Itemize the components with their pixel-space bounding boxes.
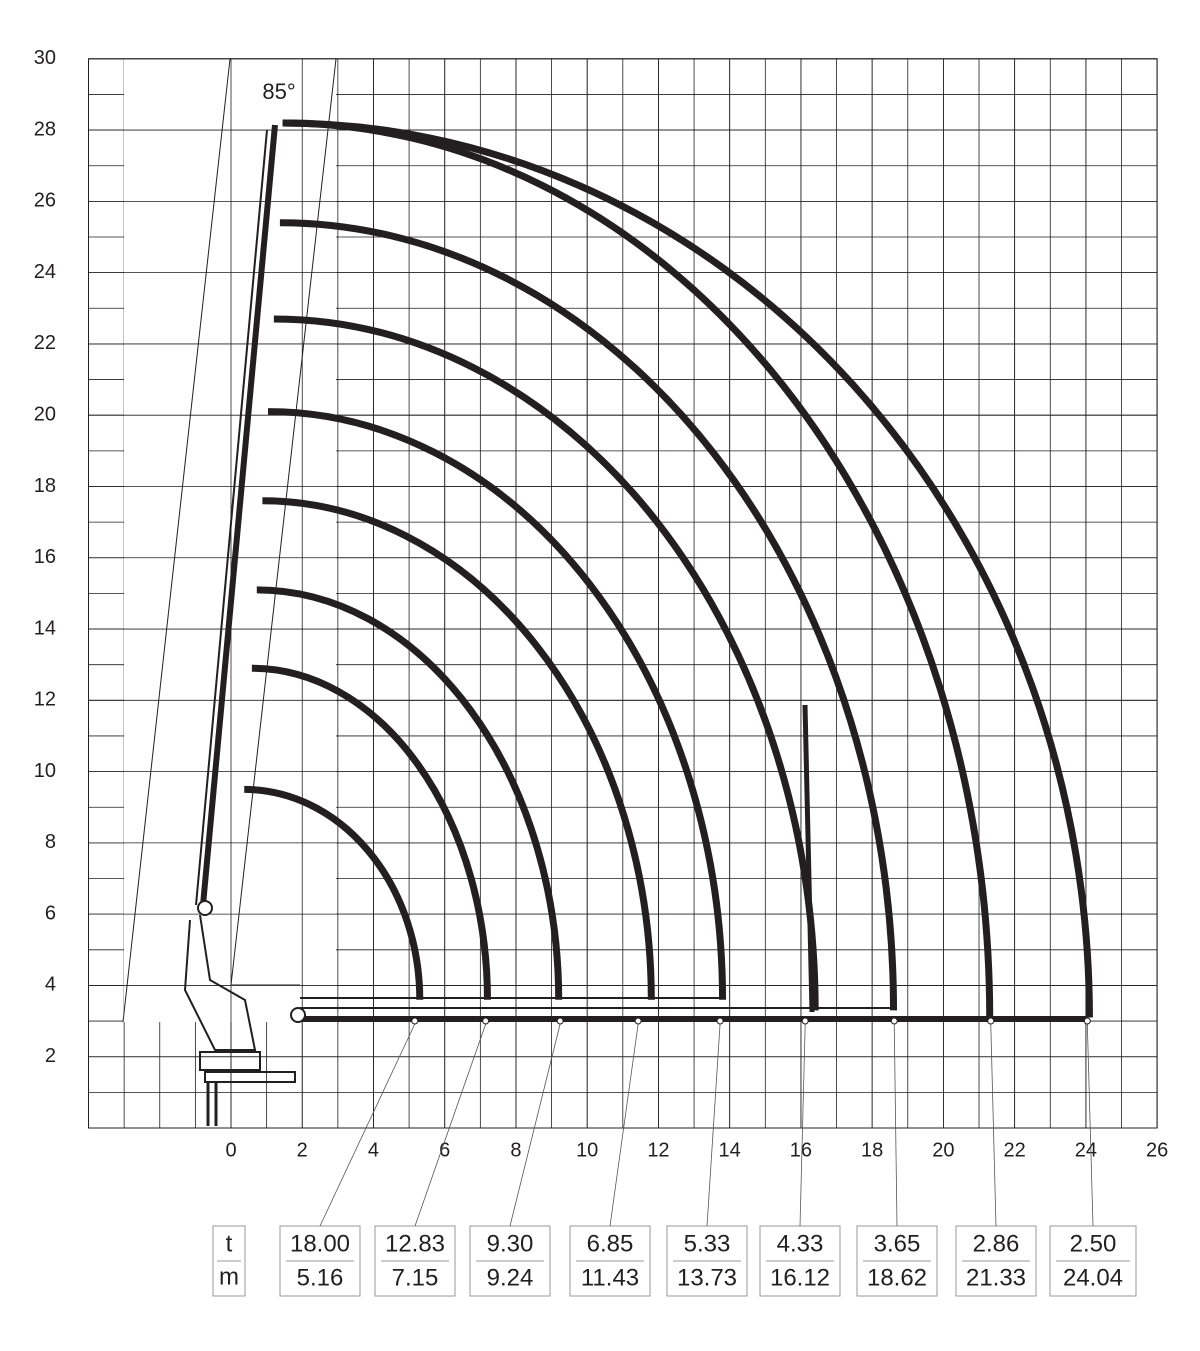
leader-line — [799, 1023, 806, 1227]
range-arc — [256, 586, 563, 1000]
range-arc — [282, 119, 1093, 1018]
radius-point — [1083, 1017, 1091, 1025]
radius-value: 11.43 — [581, 1264, 639, 1291]
x-tick-label: 8 — [510, 1139, 521, 1161]
boom-vertical — [200, 124, 278, 906]
radius-value: 13.73 — [677, 1264, 737, 1291]
radius-point — [987, 1017, 995, 1025]
load-value: 2.50 — [1070, 1230, 1117, 1257]
leader-line — [893, 1023, 898, 1227]
load-value: 18.00 — [290, 1230, 350, 1257]
y-tick-label: 20 — [34, 403, 56, 425]
leader-line — [609, 1023, 639, 1227]
range-arc — [262, 497, 655, 1000]
radius-point — [556, 1017, 564, 1025]
range-arc — [244, 785, 424, 1000]
x-tick-label: 0 — [225, 1139, 236, 1161]
x-tick-label: 16 — [790, 1139, 812, 1161]
x-tick-label: 20 — [932, 1139, 954, 1161]
load-value: 12.83 — [385, 1230, 445, 1257]
radius-point — [801, 1017, 809, 1025]
y-tick-label: 18 — [34, 475, 56, 497]
load-value: 3.65 — [874, 1230, 921, 1257]
load-value: 4.33 — [777, 1230, 824, 1257]
leader-line — [1086, 1023, 1094, 1227]
range-arc — [273, 315, 819, 1011]
y-tick-label: 22 — [34, 332, 56, 354]
x-tick-label: 24 — [1075, 1139, 1097, 1161]
radius-point — [411, 1017, 419, 1025]
radius-value: 18.62 — [867, 1264, 927, 1291]
radius-value: 5.16 — [297, 1264, 344, 1291]
radius-value: 21.33 — [966, 1264, 1026, 1291]
row-label: t — [226, 1230, 233, 1257]
x-tick-label: 12 — [647, 1139, 669, 1161]
load-value: 2.86 — [973, 1230, 1020, 1257]
radius-value: 24.04 — [1063, 1264, 1123, 1291]
range-arc — [268, 408, 727, 1000]
arcs — [244, 119, 1093, 1018]
crane-base — [183, 914, 257, 1051]
load-value: 9.30 — [487, 1230, 534, 1257]
leader-line — [414, 1023, 487, 1227]
sector-edge — [122, 58, 231, 1023]
crane-base — [204, 1071, 296, 1083]
y-tick-label: 24 — [34, 261, 56, 283]
y-tick-label: 12 — [34, 689, 56, 711]
load-table: tm 18.00 5.16 12.83 7.15 9.30 9.24 6.85 11.43 5.3… — [212, 1017, 1137, 1297]
radius-point — [716, 1017, 724, 1025]
leader-line — [990, 1023, 997, 1227]
radius-value: 9.24 — [487, 1264, 534, 1291]
x-tick-label: 6 — [439, 1139, 450, 1161]
leader-line — [319, 1023, 416, 1227]
boom-vertical — [195, 129, 268, 906]
range-arc — [279, 219, 898, 1011]
angle-label: 85° — [262, 79, 295, 104]
y-tick-label: 26 — [34, 190, 56, 212]
y-tick-label: 8 — [45, 831, 56, 853]
frame: 0 2 4 6 8 10 12 14 16 18 20 22 24 2624681012141618202… — [34, 47, 1168, 1161]
row-label: m — [219, 1263, 239, 1290]
y-tick-label: 14 — [34, 617, 56, 639]
x-tick-label: 18 — [861, 1139, 883, 1161]
x-tick-label: 14 — [719, 1139, 741, 1161]
radius-point — [890, 1017, 898, 1025]
x-tick-label: 10 — [576, 1139, 598, 1161]
y-tick-label: 6 — [45, 902, 56, 924]
range-arc — [251, 664, 491, 1000]
y-tick-label: 4 — [45, 974, 56, 996]
y-tick-label: 28 — [34, 118, 56, 140]
range-arc — [282, 119, 994, 1018]
load-value: 5.33 — [684, 1230, 731, 1257]
x-tick-label: 22 — [1004, 1139, 1026, 1161]
y-tick-label: 16 — [34, 546, 56, 568]
load-value: 6.85 — [587, 1230, 634, 1257]
pivot — [197, 900, 213, 916]
y-tick-label: 10 — [34, 760, 56, 782]
radius-point — [482, 1017, 490, 1025]
radius-value: 7.15 — [392, 1264, 439, 1291]
radius-value: 16.12 — [770, 1264, 830, 1291]
crane-base — [199, 1051, 261, 1071]
x-tick-label: 26 — [1146, 1139, 1168, 1161]
leader-line — [706, 1023, 721, 1227]
x-tick-label: 2 — [297, 1139, 308, 1161]
y-tick-label: 2 — [45, 1045, 56, 1067]
pivot — [290, 1007, 306, 1023]
x-tick-label: 4 — [368, 1139, 379, 1161]
radius-point — [634, 1017, 642, 1025]
sector-edge — [230, 58, 337, 986]
y-tick-label: 30 — [34, 47, 56, 69]
leader-line — [509, 1023, 561, 1227]
